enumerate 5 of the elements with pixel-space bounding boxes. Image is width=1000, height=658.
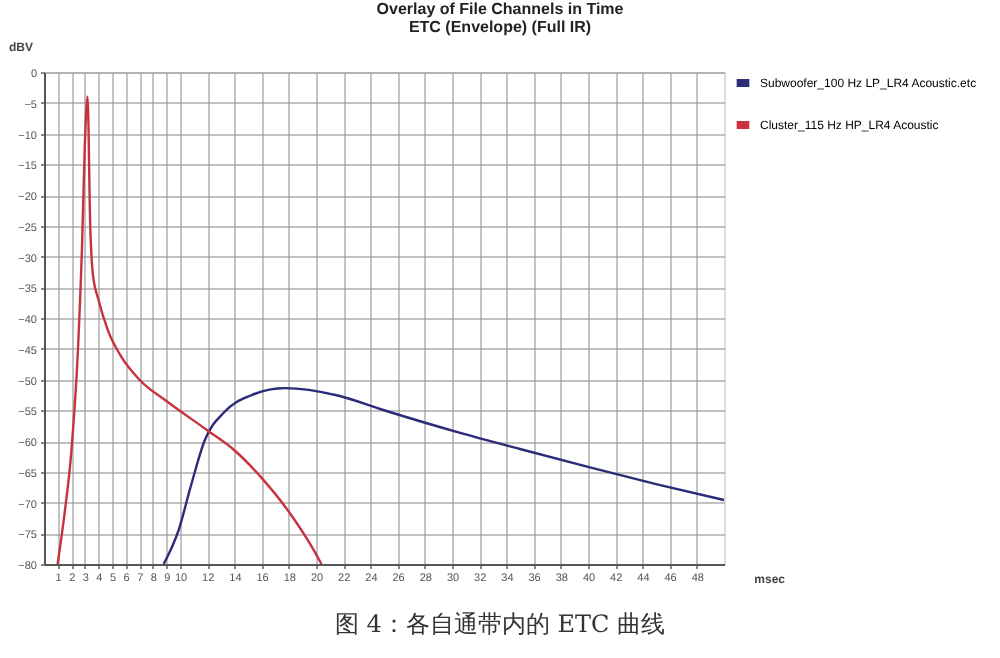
line-series	[56, 95, 323, 566]
line-series	[162, 386, 726, 566]
chart-title: Overlay of File Channels in Time	[376, 0, 625, 18]
caption: 图 4：各自通带内的 ETC 曲线	[332, 608, 668, 642]
chart-subtitle: ETC (Envelope) (Full IR)	[408, 18, 592, 36]
